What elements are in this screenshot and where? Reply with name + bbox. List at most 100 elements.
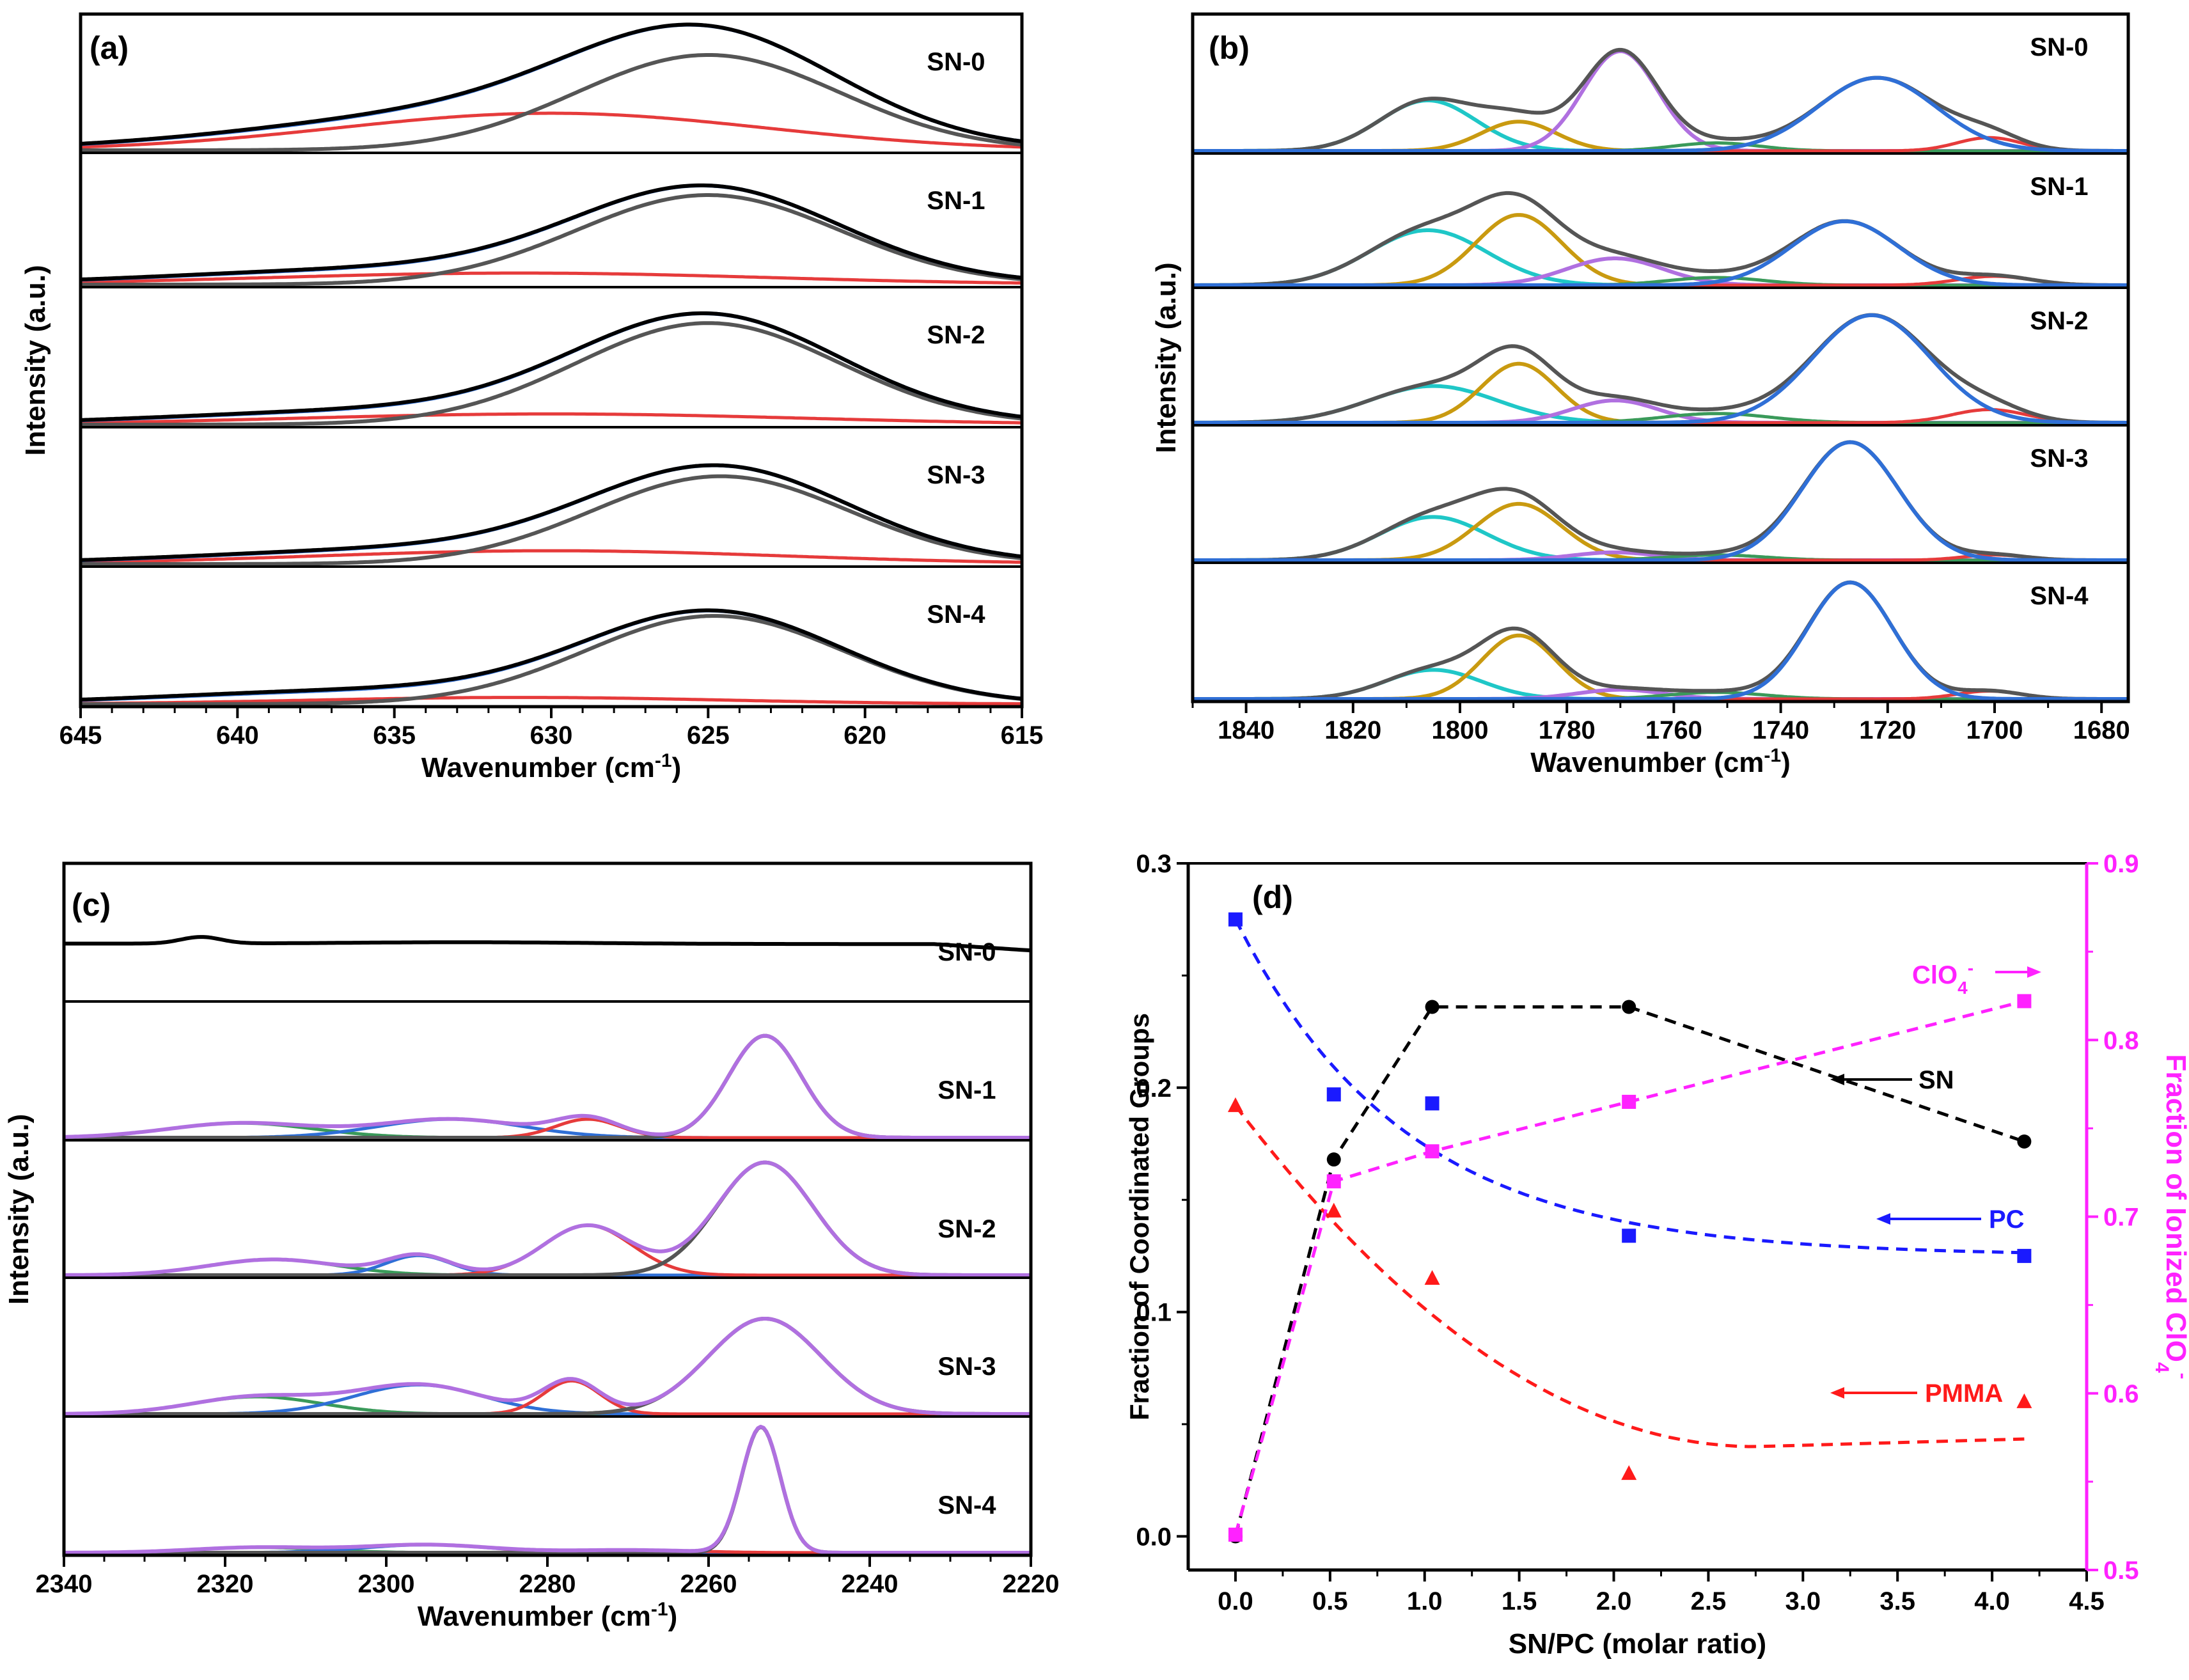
- sample-label: SN-1: [938, 1076, 996, 1104]
- spectrum-envelope-line: [64, 1424, 1031, 1555]
- x-tick-label: 1760: [1645, 716, 1702, 744]
- clo4-annotation-arrow-head: [2027, 966, 2041, 978]
- marker-clo: [1228, 1527, 1243, 1542]
- spectrum-peak-main-line: [81, 193, 1023, 287]
- spectrum-peak-main-line: [81, 321, 1023, 427]
- x-tick-label: 1740: [1752, 716, 1809, 744]
- marker-pc: [1622, 1229, 1636, 1243]
- marker-clo: [1622, 1094, 1636, 1109]
- spectrum-peak-shoulder-line: [81, 412, 1022, 425]
- y-tick-label-right: 0.5: [2103, 1557, 2139, 1585]
- spectrum-measured-line: [80, 463, 1023, 562]
- pmma-annotation-arrow-head: [1830, 1387, 1844, 1399]
- spectrum-envelope-line: [1193, 440, 2128, 562]
- marker-pmma: [2016, 1393, 2032, 1408]
- spectrum-envelope-line: [1193, 191, 2128, 287]
- panel-label: (d): [1252, 879, 1293, 915]
- marker-pc: [2017, 1248, 2032, 1263]
- marker-pmma: [1424, 1269, 1440, 1285]
- x-tick-label: 1840: [1218, 716, 1275, 744]
- spectrum-peak-1722-line: [1193, 219, 2128, 287]
- panel-frame: [1191, 12, 2130, 703]
- x-tick-label: 3.5: [1879, 1587, 1915, 1615]
- y-axis-label: Intensity (a.u.): [1150, 262, 1182, 453]
- x-tick-label: 2240: [842, 1570, 898, 1598]
- series-label-pc: PC: [1989, 1205, 2025, 1234]
- marker-pmma: [1326, 1202, 1342, 1218]
- sample-label: SN-0: [938, 938, 996, 966]
- marker-pmma: [1621, 1465, 1637, 1480]
- x-tick-label: 1800: [1432, 716, 1489, 744]
- y-tick-label-left: 0.3: [1136, 850, 1172, 878]
- x-axis-label: Wavenumber (cm-1): [421, 750, 681, 784]
- x-tick-label: 615: [1001, 721, 1044, 750]
- sample-label: SN-2: [2030, 307, 2088, 335]
- x-tick-label: 2300: [358, 1570, 415, 1598]
- spectrum-sn0-trace-line: [64, 935, 1032, 953]
- x-tick-label: 1780: [1539, 716, 1596, 744]
- x-tick-label: 2280: [519, 1570, 576, 1598]
- x-tick-label: 4.0: [1974, 1587, 2010, 1615]
- spectrum-peak-1722-line: [1193, 440, 2128, 562]
- x-axis-label: Wavenumber (cm-1): [418, 1599, 677, 1633]
- marker-pc: [1228, 912, 1243, 927]
- series-label-sn: SN: [1918, 1066, 1954, 1094]
- panel-d: 0.0 0.5 1.0 1.5 2.0 2.5 3.0 3.5 4.0 4.5 0.0 0.1 0.2 0…: [1124, 850, 2189, 1660]
- marker-sn: [1326, 1152, 1341, 1167]
- x-tick-label: 635: [373, 721, 416, 750]
- marker-sn: [1622, 1000, 1636, 1014]
- x-tick-label: 2.5: [1691, 1587, 1727, 1615]
- spectrum-envelope-line: [1193, 313, 2128, 425]
- x-tick-label: 0.5: [1312, 1587, 1348, 1615]
- trend-sn-dashed-line: [1234, 1005, 2025, 1537]
- marker-clo: [2017, 994, 2032, 1009]
- panel-label: (c): [72, 887, 111, 923]
- trend-pmma-dashed-line: [1234, 1104, 2025, 1448]
- panel-b: SN-0 SN-1 SN-2 SN-3 SN-4 1840 1820 1800 1780 1760…: [1150, 12, 2130, 744]
- sample-label: SN-3: [927, 461, 985, 489]
- marker-sn: [1425, 1000, 1440, 1014]
- y-tick-label-right: 0.9: [2103, 850, 2139, 878]
- y-axis-label: Intensity (a.u.): [20, 265, 51, 455]
- x-tick-label: 2220: [1003, 1570, 1060, 1598]
- x-axis-label: SN/PC (molar ratio): [1509, 1628, 1766, 1660]
- panel-label: (a): [90, 30, 129, 66]
- trend-pc-dashed-line: [1234, 918, 2025, 1255]
- y-tick-label-left: 0.0: [1136, 1523, 1172, 1551]
- x-tick-label: 1.5: [1502, 1587, 1537, 1615]
- sample-label: SN-4: [2030, 582, 2089, 610]
- x-tick-label: 645: [59, 721, 102, 750]
- marker-clo: [1326, 1174, 1341, 1189]
- spectrum-measured-line: [80, 311, 1023, 422]
- spectrum-envelope-line: [1193, 47, 2128, 153]
- spectrum-peak-shoulder-line: [80, 271, 1023, 285]
- sample-label: SN-4: [927, 601, 985, 629]
- x-tick-label: 625: [687, 721, 730, 750]
- sample-label: SN-1: [927, 187, 985, 215]
- spectrum-peak-1722-line: [1193, 580, 2128, 701]
- series-label-pmma: PMMA: [1925, 1379, 2003, 1408]
- spectrum-envelope-line: [1193, 580, 2128, 701]
- x-tick-label: 0.0: [1218, 1587, 1253, 1615]
- spectrum-envelope-line: [63, 1033, 1031, 1140]
- spectrum-peak-main-line: [81, 53, 1023, 152]
- series-label-clo4: ClO4-: [1912, 958, 1973, 998]
- sample-label: SN-0: [927, 48, 985, 76]
- spectrum-peak-main-line: [81, 474, 1023, 566]
- spectrum-measured-line: [80, 183, 1023, 281]
- x-tick-label: 1720: [1859, 716, 1916, 744]
- x-tick-label: 1820: [1324, 716, 1381, 744]
- y-tick-label-left: 0.2: [1136, 1074, 1172, 1103]
- marker-pc: [1326, 1087, 1341, 1102]
- sample-label: SN-3: [2030, 444, 2088, 473]
- x-tick-label: 4.5: [2069, 1587, 2105, 1615]
- sample-label: SN-0: [2030, 33, 2088, 61]
- x-tick-label: 3.0: [1785, 1587, 1821, 1615]
- marker-sn: [2017, 1134, 2032, 1149]
- spectrum-peak-shoulder-line: [80, 696, 1022, 705]
- panel-c: SN-0 SN-1 SN-2 SN-3 SN-4 2340 2320 2300 2280 2260…: [3, 861, 1060, 1598]
- y-axis-label-right: Fraction of Ionized ClO4-: [2152, 1054, 2189, 1379]
- y-tick-label-left: 0.1: [1136, 1299, 1172, 1327]
- spectrum-peak-shoulder-line: [80, 111, 1023, 149]
